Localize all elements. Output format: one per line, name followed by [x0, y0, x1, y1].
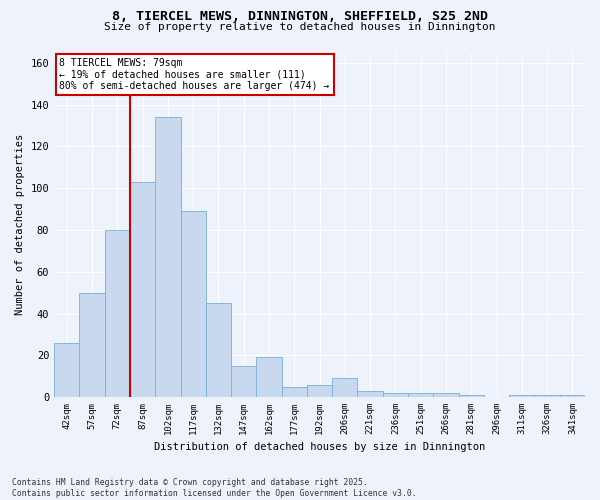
Bar [54, 343, 79, 397]
Y-axis label: Number of detached properties: Number of detached properties [15, 134, 25, 316]
Bar [281, 386, 307, 397]
Bar [433, 393, 458, 397]
Bar [535, 395, 560, 397]
Text: Size of property relative to detached houses in Dinnington: Size of property relative to detached ho… [104, 22, 496, 32]
Text: 8, TIERCEL MEWS, DINNINGTON, SHEFFIELD, S25 2ND: 8, TIERCEL MEWS, DINNINGTON, SHEFFIELD, … [112, 10, 488, 23]
Bar [383, 393, 408, 397]
Bar [206, 303, 231, 397]
Bar [181, 211, 206, 397]
Bar [332, 378, 358, 397]
Text: 8 TIERCEL MEWS: 79sqm
← 19% of detached houses are smaller (111)
80% of semi-det: 8 TIERCEL MEWS: 79sqm ← 19% of detached … [59, 58, 330, 91]
Bar [256, 358, 281, 397]
Text: Contains HM Land Registry data © Crown copyright and database right 2025.
Contai: Contains HM Land Registry data © Crown c… [12, 478, 416, 498]
Bar [408, 393, 433, 397]
X-axis label: Distribution of detached houses by size in Dinnington: Distribution of detached houses by size … [154, 442, 485, 452]
Bar [130, 182, 155, 397]
Bar [560, 395, 585, 397]
Bar [358, 391, 383, 397]
Bar [231, 366, 256, 397]
Bar [79, 292, 105, 397]
Bar [105, 230, 130, 397]
Bar [458, 395, 484, 397]
Bar [509, 395, 535, 397]
Bar [307, 384, 332, 397]
Bar [155, 117, 181, 397]
